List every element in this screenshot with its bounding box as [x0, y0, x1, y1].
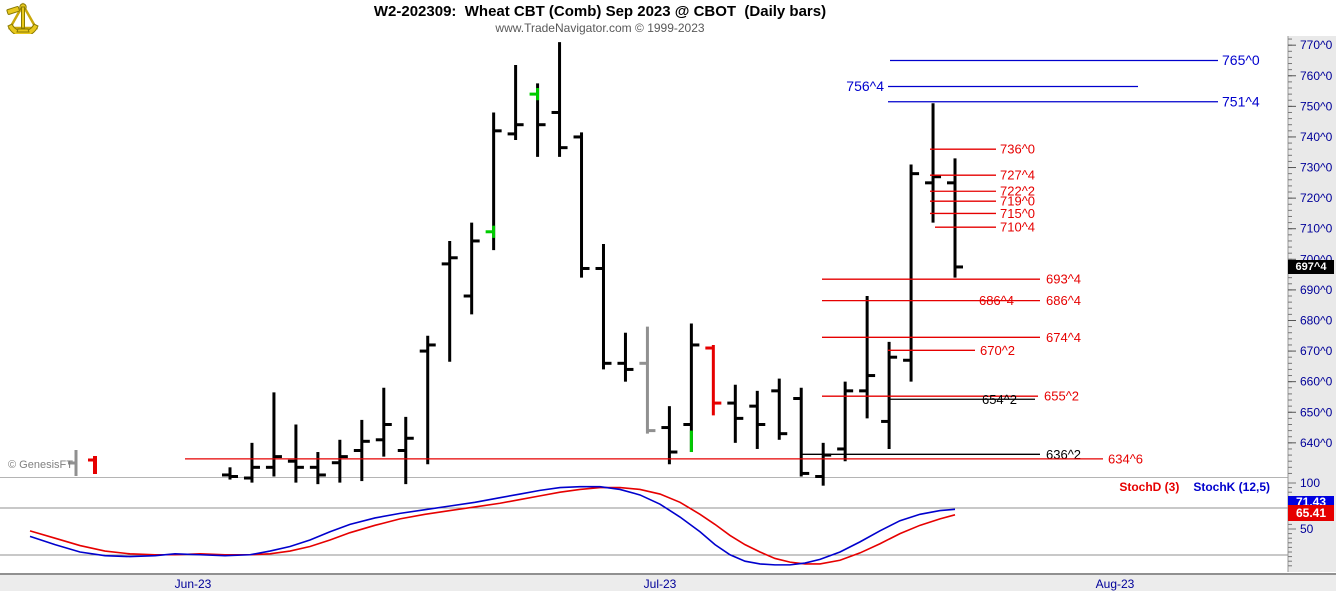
- price-axis-label: 650^0: [1300, 405, 1333, 419]
- ohlc-bar: [595, 244, 612, 370]
- stoch-scale-50: 50: [1300, 522, 1314, 536]
- ohlc-bar: [507, 65, 524, 141]
- stochd-curve[interactable]: [29, 486, 956, 565]
- price-axis-label: 760^0: [1300, 69, 1333, 83]
- price-level-label[interactable]: 715^0: [1000, 206, 1035, 221]
- ohlc-bar: [353, 419, 370, 482]
- ohlc-bar: [815, 442, 832, 486]
- price-level-label[interactable]: 693^4: [1046, 272, 1081, 287]
- price-level-label[interactable]: 710^4: [1000, 220, 1035, 235]
- stochd-value-box: 65.41: [1288, 505, 1334, 521]
- price-level-label[interactable]: 655^2: [1044, 389, 1079, 404]
- ohlc-bar: [881, 341, 898, 449]
- price-level-label[interactable]: 674^4: [1046, 330, 1081, 345]
- ohlc-bar: [947, 158, 964, 278]
- ohlc-bar: [903, 164, 920, 382]
- genesis-logo-icon: [6, 2, 39, 34]
- price-level-label[interactable]: 636^2: [1046, 447, 1081, 462]
- price-level-label[interactable]: 727^4: [1000, 168, 1035, 183]
- price-axis-label: 720^0: [1300, 191, 1333, 205]
- ohlc-bar: [727, 384, 744, 443]
- ohlc-bar: [771, 378, 788, 440]
- ohlc-bar: [441, 240, 458, 362]
- ohlc-bar: [463, 222, 480, 315]
- mini-bar-red-icon: [88, 456, 97, 474]
- ohlc-bar: [243, 442, 260, 483]
- price-axis-label: 670^0: [1300, 344, 1333, 358]
- ohlc-bar: [287, 424, 304, 483]
- price-level-label[interactable]: 654^2: [982, 392, 1017, 407]
- price-axis-label: 730^0: [1300, 161, 1333, 175]
- ohlc-bar: [397, 416, 414, 485]
- price-axis-label: 740^0: [1300, 130, 1333, 144]
- ohlc-bar: [749, 390, 766, 449]
- price-level-label[interactable]: 634^6: [1108, 451, 1143, 466]
- price-axis-label: 770^0: [1300, 38, 1333, 52]
- date-axis-strip[interactable]: Jun-23 Jul-23 Aug-23: [0, 573, 1336, 591]
- genesisft-watermark: © GenesisFT: [8, 459, 73, 471]
- price-level-label[interactable]: 686^4: [1046, 293, 1081, 308]
- current-price-box: 697^4: [1288, 260, 1334, 274]
- ohlc-bar: [639, 326, 656, 434]
- ohlc-bar: [375, 387, 392, 457]
- stoch-scale-100: 100: [1300, 476, 1321, 490]
- price-axis-label: 690^0: [1300, 283, 1333, 297]
- price-axis-label: 640^0: [1300, 436, 1333, 450]
- ohlc-bar: [617, 332, 634, 382]
- date-axis-label: Jun-23: [174, 577, 212, 591]
- ohlc-bar: [222, 467, 238, 480]
- ohlc-bar: [485, 112, 502, 251]
- stochastic-legend: StochD (3) StochK (12,5): [1056, 480, 1270, 494]
- ohlc-bars: [222, 42, 964, 486]
- price-level-label[interactable]: 722^2: [1000, 184, 1035, 199]
- ohlc-bar: [331, 439, 348, 483]
- price-level-label[interactable]: 736^0: [1000, 142, 1035, 157]
- stochk-curve[interactable]: [29, 485, 956, 566]
- ohlc-bar: [419, 335, 436, 465]
- price-level-label[interactable]: 719^0: [1000, 194, 1035, 209]
- ohlc-bar: [573, 132, 590, 278]
- ohlc-bar: [925, 103, 942, 223]
- price-axis-label: 660^0: [1300, 375, 1333, 389]
- ohlc-bar: [683, 323, 700, 453]
- chart-title: W2-202309: Wheat CBT (Comb) Sep 2023 @ C…: [373, 3, 827, 20]
- price-axis-label: 750^0: [1300, 99, 1333, 113]
- date-axis-label: Aug-23: [1095, 577, 1135, 591]
- ohlc-bar: [551, 42, 568, 157]
- ohlc-bar: [793, 387, 810, 477]
- ohlc-bar: [705, 344, 722, 416]
- stochk-legend-label[interactable]: StochK (12,5): [1193, 480, 1270, 494]
- price-level-label[interactable]: 756^4: [846, 78, 884, 94]
- ohlc-bar: [661, 406, 678, 465]
- price-level-label[interactable]: 751^4: [1222, 93, 1260, 109]
- price-level-label[interactable]: 765^0: [1222, 52, 1260, 68]
- ohlc-bar: [309, 452, 326, 485]
- date-axis-label: Jul-23: [643, 577, 677, 591]
- ohlc-bar: [837, 381, 854, 462]
- ohlc-bar: [859, 296, 876, 419]
- chart-subtitle: www.TradeNavigator.com © 1999-2023: [495, 21, 705, 35]
- price-axis-label: 680^0: [1300, 313, 1333, 327]
- mini-bar-gray-icon: [68, 450, 78, 476]
- ohlc-bar: [529, 83, 546, 157]
- price-level-label[interactable]: 686^4: [979, 293, 1014, 308]
- price-axis-label: 710^0: [1300, 222, 1333, 236]
- ohlc-bar: [265, 392, 282, 477]
- price-level-label[interactable]: 670^2: [980, 343, 1015, 358]
- stochd-legend-label[interactable]: StochD (3): [1119, 480, 1180, 494]
